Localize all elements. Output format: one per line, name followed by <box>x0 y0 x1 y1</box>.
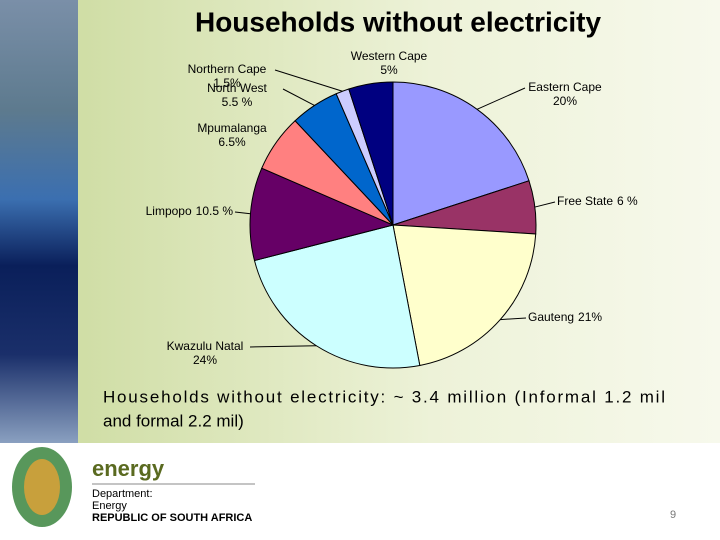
slice-value: 6.5% <box>218 135 246 149</box>
slice-value: 6 % <box>617 194 638 208</box>
brand: energy <box>92 456 165 481</box>
pie-slice <box>392 81 530 226</box>
slice-name: Eastern Cape <box>528 80 602 94</box>
slice-label: Free State 6 % <box>557 194 638 208</box>
leader-line <box>500 317 527 321</box>
slice-value: 24% <box>193 353 217 367</box>
page-number: 9 <box>670 509 676 521</box>
slice-value: 5.5 % <box>222 95 253 109</box>
leader-line <box>282 88 315 106</box>
leader-line <box>249 345 317 348</box>
slice-name: Kwazulu Natal <box>167 339 244 353</box>
slice-name: Gauteng <box>528 310 574 324</box>
note-line: and formal 2.2 mil) <box>103 411 244 430</box>
pie-slice <box>249 167 395 262</box>
slice-name: North West <box>207 81 267 95</box>
slice-name: Free State <box>557 194 613 208</box>
slice-label: Limpopo 10.5 % <box>146 204 234 218</box>
pie-slice <box>392 224 537 367</box>
slice-label: Gauteng 21% <box>528 310 602 324</box>
country: REPUBLIC OF SOUTH AFRICA <box>92 512 252 524</box>
slice-value: 5% <box>380 63 398 77</box>
slice-name: Northern Cape <box>188 62 267 76</box>
pie-slice <box>348 81 394 226</box>
image-strip <box>0 0 78 443</box>
note-line: Households without electricity: ~ 3.4 mi… <box>103 387 665 406</box>
leader-line <box>234 211 251 215</box>
slice-label: Northern Cape 1.5% <box>188 62 267 90</box>
footer-band <box>0 443 720 540</box>
slice-label: Kwazulu Natal 24% <box>167 339 244 367</box>
slice-value: 10.5 % <box>196 204 234 218</box>
dept-name: Energy <box>92 500 127 512</box>
slice-value: 20% <box>553 94 577 108</box>
slice-label: Western Cape 5% <box>351 49 428 77</box>
slice-label: North West 5.5 % <box>207 81 267 109</box>
slice-name: Limpopo <box>146 204 192 218</box>
dept-label: Department: <box>92 488 153 500</box>
chart-title: Households without electricity <box>195 6 601 37</box>
leader-line <box>534 201 556 208</box>
slice-value: 1.5% <box>213 76 241 90</box>
leader-line <box>274 69 343 92</box>
logo <box>12 447 72 527</box>
slice-value: 21% <box>578 310 602 324</box>
slice-name: Western Cape <box>351 49 428 63</box>
slice-label: Eastern Cape 20% <box>528 80 602 108</box>
slice-label: Mpumalanga 6.5% <box>197 121 267 149</box>
slice-name: Mpumalanga <box>197 121 267 135</box>
leader-line <box>476 87 526 110</box>
pie-slice <box>253 224 421 369</box>
